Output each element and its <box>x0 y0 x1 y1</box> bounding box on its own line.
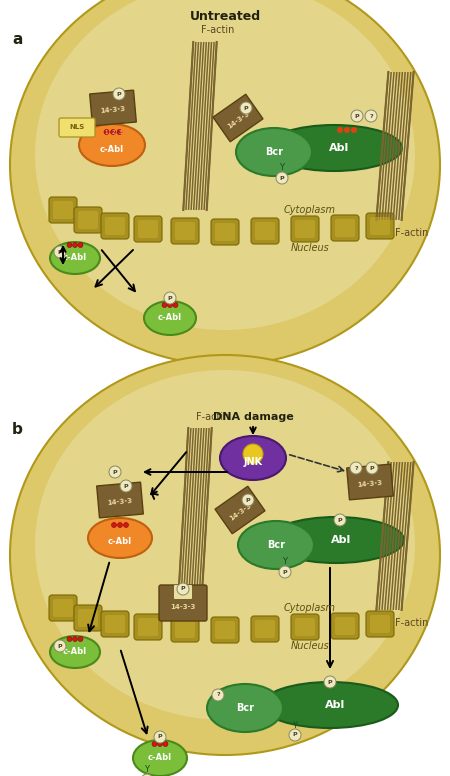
Text: 14-3-3: 14-3-3 <box>357 480 383 488</box>
Ellipse shape <box>236 128 312 176</box>
Circle shape <box>240 102 252 114</box>
FancyBboxPatch shape <box>105 615 125 633</box>
Text: F-actin: F-actin <box>196 412 230 422</box>
Circle shape <box>72 242 77 248</box>
Text: P: P <box>181 587 185 591</box>
Ellipse shape <box>10 0 440 365</box>
FancyBboxPatch shape <box>331 215 359 241</box>
Text: c-Abl: c-Abl <box>100 144 124 154</box>
Text: ?: ? <box>354 466 358 470</box>
Text: P: P <box>117 92 122 96</box>
FancyBboxPatch shape <box>74 207 102 233</box>
FancyBboxPatch shape <box>171 218 199 244</box>
FancyBboxPatch shape <box>291 614 319 640</box>
Circle shape <box>72 636 77 642</box>
Ellipse shape <box>133 740 187 776</box>
FancyBboxPatch shape <box>105 217 125 235</box>
Circle shape <box>158 742 162 747</box>
Text: Cytoplasm: Cytoplasm <box>284 205 336 215</box>
FancyBboxPatch shape <box>175 620 195 638</box>
FancyBboxPatch shape <box>291 216 319 242</box>
Circle shape <box>78 242 83 248</box>
FancyBboxPatch shape <box>255 222 275 240</box>
Text: c-Abl: c-Abl <box>63 254 87 262</box>
Circle shape <box>334 514 346 526</box>
Ellipse shape <box>207 684 283 732</box>
Ellipse shape <box>50 242 100 274</box>
Polygon shape <box>97 482 143 518</box>
Text: P: P <box>168 296 172 300</box>
Polygon shape <box>215 487 265 534</box>
FancyBboxPatch shape <box>138 220 158 238</box>
FancyBboxPatch shape <box>295 220 315 238</box>
Circle shape <box>279 566 291 578</box>
Text: 2: 2 <box>111 130 115 134</box>
Text: P: P <box>338 518 342 522</box>
Text: P: P <box>355 113 359 119</box>
Circle shape <box>111 130 116 134</box>
FancyBboxPatch shape <box>295 618 315 636</box>
Text: 14-3-3: 14-3-3 <box>107 498 133 506</box>
FancyBboxPatch shape <box>331 613 359 639</box>
Text: c-Abl: c-Abl <box>63 647 87 656</box>
FancyBboxPatch shape <box>335 617 355 635</box>
Text: Abl: Abl <box>329 143 349 153</box>
Text: Nucleus: Nucleus <box>291 641 329 651</box>
Circle shape <box>113 88 125 100</box>
Circle shape <box>350 462 362 474</box>
FancyBboxPatch shape <box>366 213 394 239</box>
FancyBboxPatch shape <box>53 201 73 219</box>
Circle shape <box>289 729 301 741</box>
Text: P: P <box>58 250 62 255</box>
Text: P: P <box>283 570 287 574</box>
Ellipse shape <box>266 125 402 171</box>
Text: 14-3-3: 14-3-3 <box>228 502 252 521</box>
Circle shape <box>164 292 176 304</box>
FancyBboxPatch shape <box>251 616 279 642</box>
Circle shape <box>337 127 343 133</box>
Text: P: P <box>292 733 297 737</box>
FancyBboxPatch shape <box>53 599 73 617</box>
Text: F-actin: F-actin <box>201 25 235 35</box>
Text: F-actin: F-actin <box>395 618 429 628</box>
Ellipse shape <box>238 521 314 569</box>
Text: 1: 1 <box>104 130 108 134</box>
Text: 14-3-3: 14-3-3 <box>100 106 126 114</box>
Circle shape <box>276 172 288 184</box>
FancyBboxPatch shape <box>251 218 279 244</box>
Circle shape <box>123 522 129 528</box>
FancyBboxPatch shape <box>171 616 199 642</box>
FancyBboxPatch shape <box>159 585 207 621</box>
Circle shape <box>109 466 121 478</box>
FancyBboxPatch shape <box>174 585 192 599</box>
Text: P: P <box>280 175 284 181</box>
Text: c-Abl: c-Abl <box>108 538 132 546</box>
Circle shape <box>54 246 66 258</box>
Text: c-Abl: c-Abl <box>158 314 182 323</box>
Ellipse shape <box>144 301 196 335</box>
Polygon shape <box>90 90 136 126</box>
Text: DNA damage: DNA damage <box>212 412 293 422</box>
Ellipse shape <box>35 0 415 330</box>
Text: Abl: Abl <box>325 700 345 710</box>
Circle shape <box>117 522 122 528</box>
FancyBboxPatch shape <box>255 620 275 638</box>
Polygon shape <box>346 464 393 500</box>
Text: b: b <box>12 422 23 437</box>
FancyBboxPatch shape <box>49 595 77 621</box>
Ellipse shape <box>220 436 286 480</box>
FancyBboxPatch shape <box>175 222 195 240</box>
FancyBboxPatch shape <box>49 197 77 223</box>
Circle shape <box>54 640 66 652</box>
Circle shape <box>344 127 350 133</box>
Ellipse shape <box>262 682 398 728</box>
FancyBboxPatch shape <box>134 216 162 242</box>
Circle shape <box>104 130 109 134</box>
Text: Bcr: Bcr <box>265 147 283 157</box>
Ellipse shape <box>88 518 152 558</box>
Circle shape <box>163 742 168 747</box>
Circle shape <box>351 110 363 122</box>
FancyBboxPatch shape <box>211 617 239 643</box>
Text: P: P <box>244 106 248 110</box>
